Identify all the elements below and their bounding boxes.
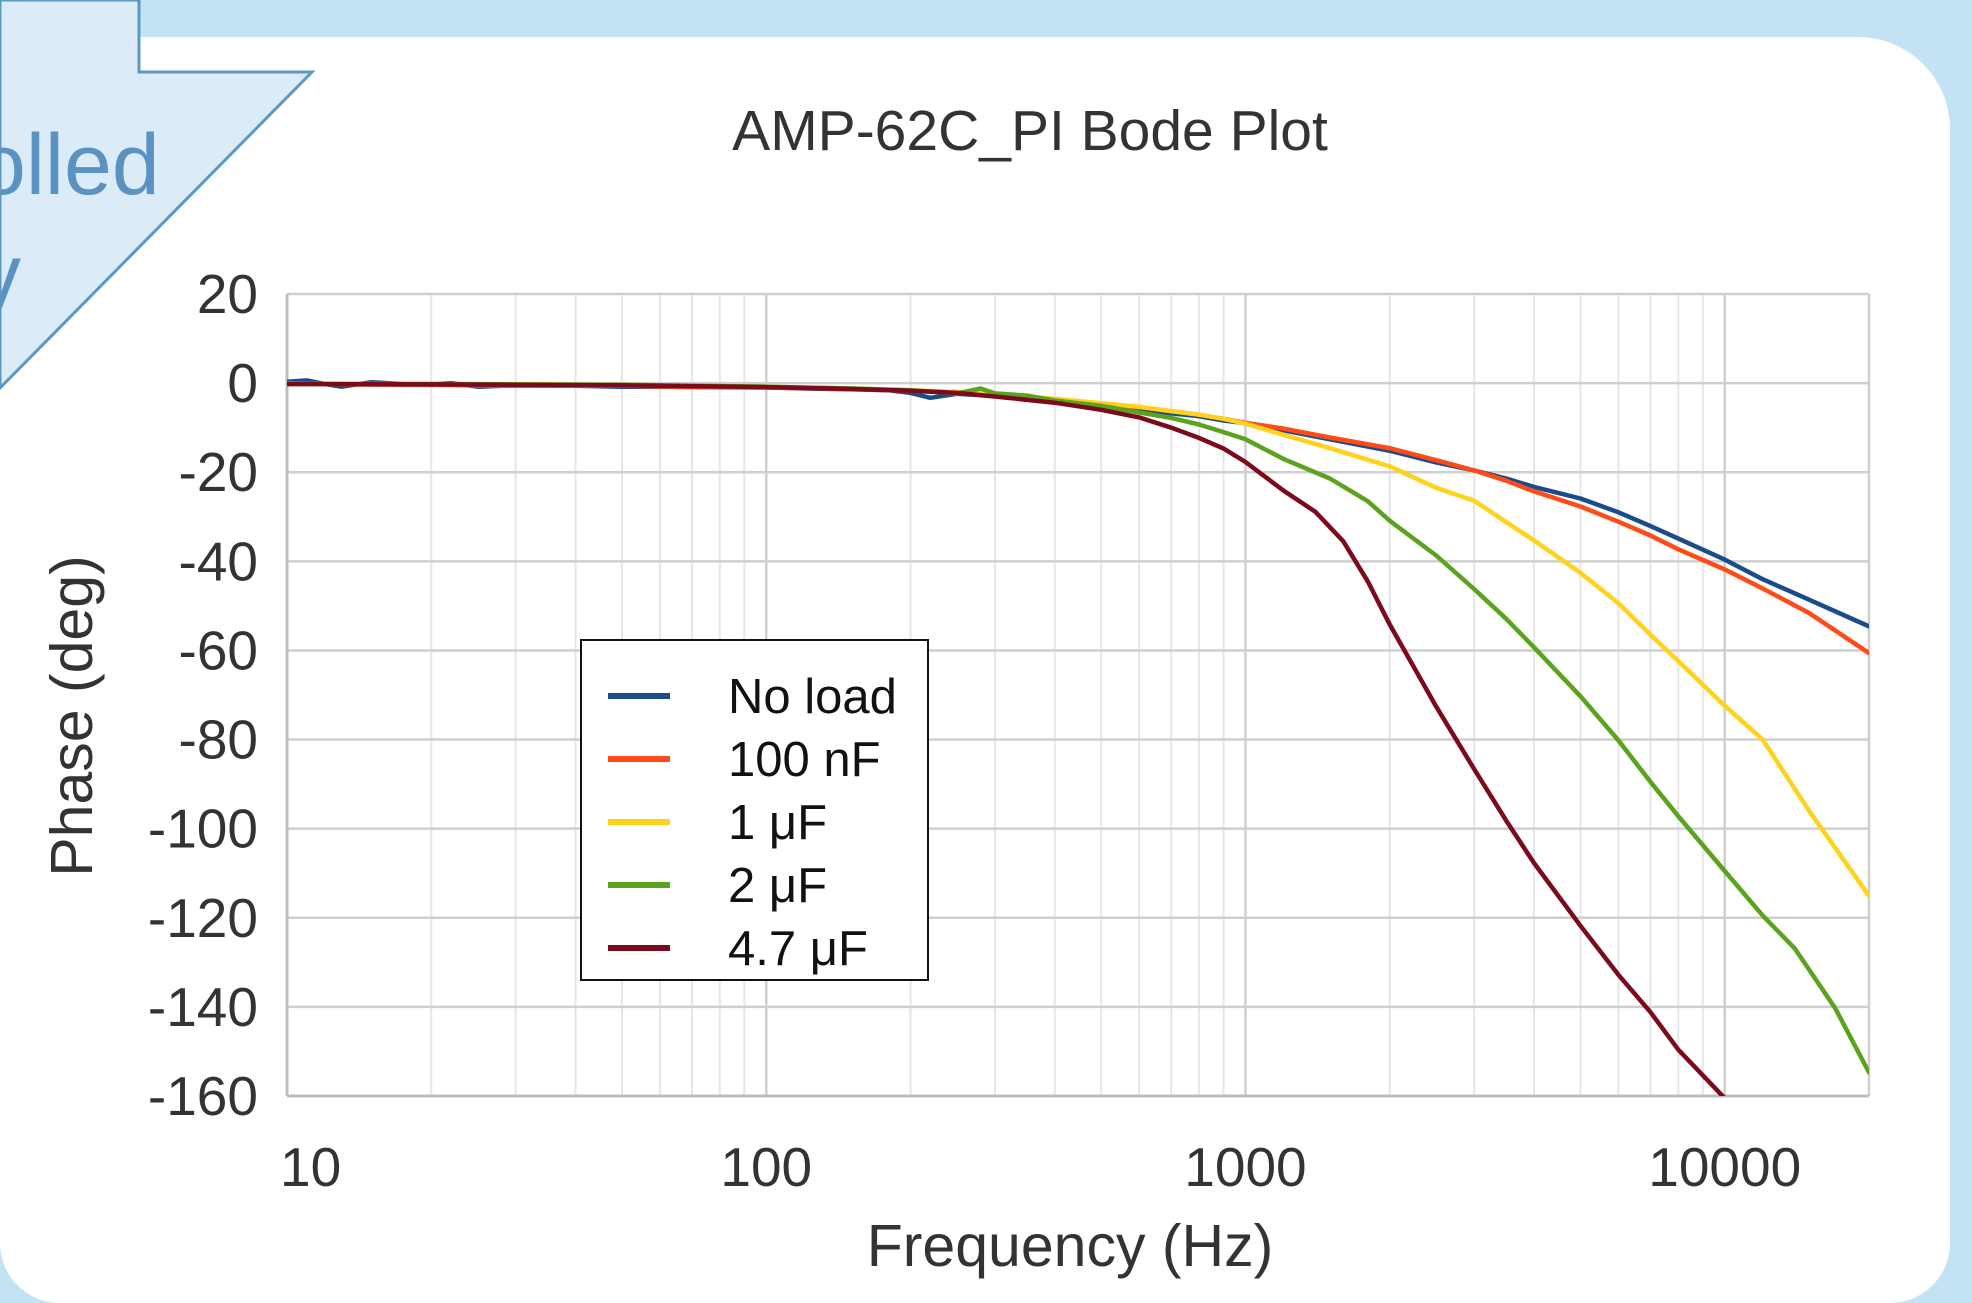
series-line-3 (287, 381, 1869, 1075)
x-tick-label: 10000 (1648, 1136, 1801, 1198)
x-tick-label: 1000 (1184, 1136, 1306, 1198)
y-tick-label: -20 (179, 441, 259, 503)
legend-label: 1 μF (728, 796, 828, 850)
y-tick-label: -60 (179, 619, 259, 681)
y-tick-label: -160 (148, 1065, 258, 1127)
legend-swatch (608, 882, 670, 888)
y-axis-label: Phase (deg) (39, 555, 105, 877)
legend-label: 4.7 μF (728, 922, 868, 976)
x-axis-ticks: 10 100 1000 10000 (280, 1136, 1801, 1198)
legend-label: 100 nF (728, 733, 881, 787)
legend-item-no-load: No load (582, 667, 927, 725)
series-lines (287, 378, 1869, 1096)
y-tick-label: 20 (197, 263, 258, 325)
series-line-2 (287, 381, 1869, 899)
y-axis-ticks: 20 0 -20 -40 -60 -80 -100 -120 -140 -160 (148, 263, 258, 1127)
y-tick-label: -120 (148, 887, 258, 949)
legend-item-1uf: 1 μF (582, 793, 927, 851)
legend-swatch (608, 945, 670, 951)
x-tick-label: 10 (280, 1136, 341, 1198)
legend-swatch (608, 756, 670, 762)
y-tick-label: -140 (148, 976, 258, 1038)
x-tick-label: 100 (720, 1136, 812, 1198)
legend-label: 2 μF (728, 859, 828, 913)
legend-item-2uf: 2 μF (582, 856, 927, 914)
series-line-0 (287, 378, 1869, 629)
legend-item-100nf: 100 nF (582, 730, 927, 788)
callout-arrow (0, 0, 316, 391)
chart-title: AMP-62C_PI Bode Plot (732, 99, 1328, 163)
chart-panel (0, 37, 1950, 1303)
y-tick-label: -80 (179, 709, 259, 771)
legend-item-4-7uf: 4.7 μF (582, 919, 927, 977)
y-tick-label: 0 (227, 352, 258, 414)
grid-major-lines (285, 292, 1871, 1098)
series-line-4 (287, 381, 1726, 1096)
y-tick-label: -40 (179, 530, 259, 592)
callout-shape (0, 0, 316, 391)
y-tick-label: -100 (148, 798, 258, 860)
x-axis-label: Frequency (Hz) (866, 1213, 1274, 1279)
legend: No load 100 nF 1 μF 2 μF 4.7 μF (580, 639, 929, 981)
callout-text: olled y (0, 117, 160, 323)
legend-label: No load (728, 670, 897, 724)
legend-swatch (608, 693, 670, 699)
legend-swatch (608, 819, 670, 825)
